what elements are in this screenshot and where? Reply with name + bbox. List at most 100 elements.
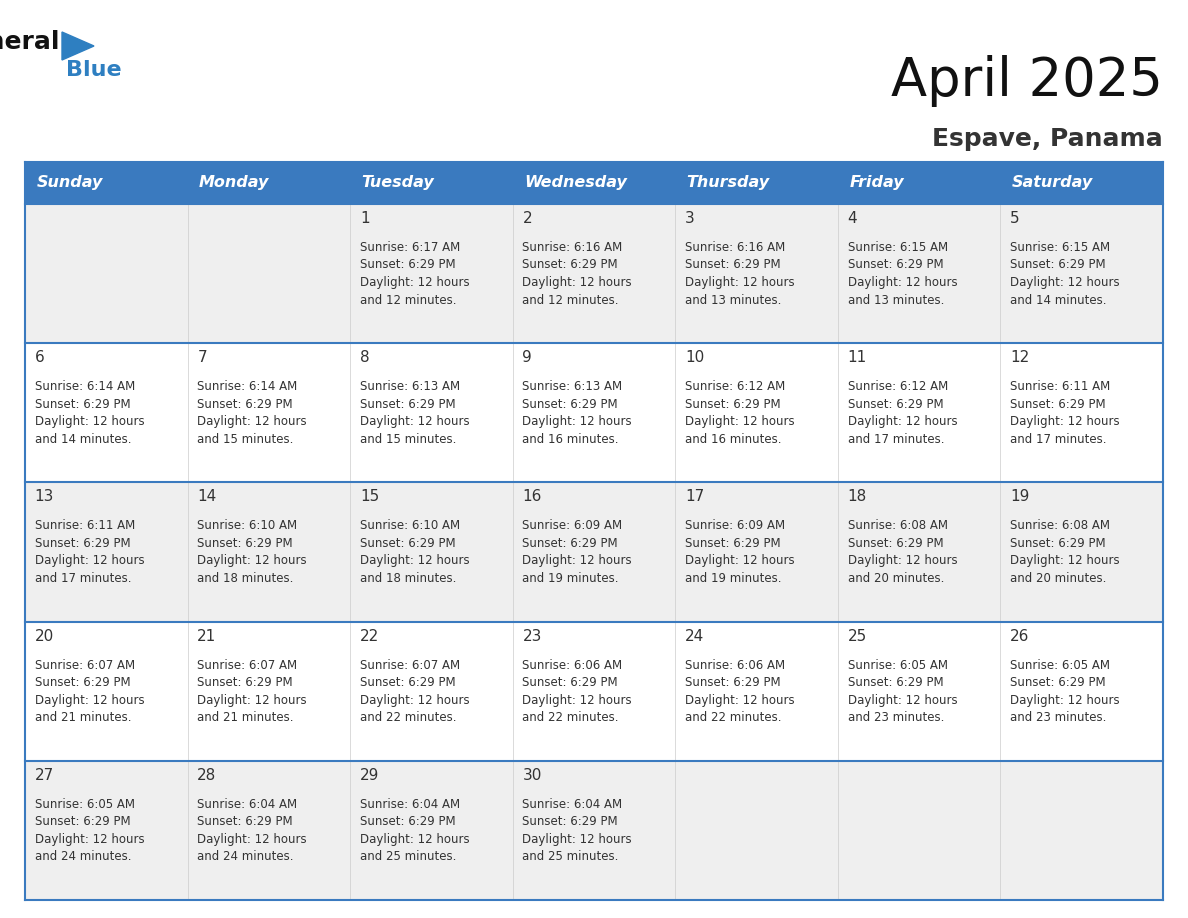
Text: and 22 minutes.: and 22 minutes. xyxy=(685,711,782,724)
Text: 12: 12 xyxy=(1010,350,1030,365)
Text: Daylight: 12 hours: Daylight: 12 hours xyxy=(523,554,632,567)
Bar xyxy=(513,343,675,482)
Text: and 24 minutes.: and 24 minutes. xyxy=(197,850,293,863)
Text: Sunrise: 6:11 AM: Sunrise: 6:11 AM xyxy=(34,520,135,532)
Text: Daylight: 12 hours: Daylight: 12 hours xyxy=(1010,694,1120,707)
Text: and 14 minutes.: and 14 minutes. xyxy=(34,432,131,446)
Bar xyxy=(513,162,675,204)
Bar xyxy=(350,621,513,761)
Text: 2: 2 xyxy=(523,211,532,226)
Bar xyxy=(188,482,350,621)
Bar xyxy=(1000,162,1163,204)
Text: Sunrise: 6:15 AM: Sunrise: 6:15 AM xyxy=(847,241,948,254)
Text: Daylight: 12 hours: Daylight: 12 hours xyxy=(197,554,307,567)
Text: and 25 minutes.: and 25 minutes. xyxy=(523,850,619,863)
Bar xyxy=(350,204,513,343)
Text: Sunrise: 6:10 AM: Sunrise: 6:10 AM xyxy=(197,520,297,532)
Text: Daylight: 12 hours: Daylight: 12 hours xyxy=(34,694,145,707)
Text: and 17 minutes.: and 17 minutes. xyxy=(847,432,944,446)
Text: Daylight: 12 hours: Daylight: 12 hours xyxy=(360,276,469,289)
Text: Sunrise: 6:07 AM: Sunrise: 6:07 AM xyxy=(34,658,135,672)
Text: Sunset: 6:29 PM: Sunset: 6:29 PM xyxy=(1010,259,1106,272)
Text: Daylight: 12 hours: Daylight: 12 hours xyxy=(360,415,469,428)
Text: Daylight: 12 hours: Daylight: 12 hours xyxy=(685,554,795,567)
Text: Daylight: 12 hours: Daylight: 12 hours xyxy=(34,554,145,567)
Text: Sunrise: 6:04 AM: Sunrise: 6:04 AM xyxy=(197,798,297,811)
Text: General: General xyxy=(0,30,61,54)
Text: Sunrise: 6:08 AM: Sunrise: 6:08 AM xyxy=(847,520,948,532)
Text: Daylight: 12 hours: Daylight: 12 hours xyxy=(523,276,632,289)
Text: 4: 4 xyxy=(847,211,858,226)
Text: 18: 18 xyxy=(847,489,867,504)
Bar xyxy=(188,761,350,900)
Text: Sunset: 6:29 PM: Sunset: 6:29 PM xyxy=(523,815,618,828)
Text: 17: 17 xyxy=(685,489,704,504)
Text: Daylight: 12 hours: Daylight: 12 hours xyxy=(1010,554,1120,567)
Text: Sunrise: 6:05 AM: Sunrise: 6:05 AM xyxy=(847,658,948,672)
Text: 30: 30 xyxy=(523,767,542,783)
Text: Sunrise: 6:06 AM: Sunrise: 6:06 AM xyxy=(685,658,785,672)
Text: Sunset: 6:29 PM: Sunset: 6:29 PM xyxy=(34,676,131,689)
Text: and 21 minutes.: and 21 minutes. xyxy=(34,711,131,724)
Text: 22: 22 xyxy=(360,629,379,644)
Text: 16: 16 xyxy=(523,489,542,504)
Text: Sunset: 6:29 PM: Sunset: 6:29 PM xyxy=(523,259,618,272)
Text: Daylight: 12 hours: Daylight: 12 hours xyxy=(523,415,632,428)
Text: Sunset: 6:29 PM: Sunset: 6:29 PM xyxy=(685,397,781,410)
Bar xyxy=(25,761,188,900)
Text: 10: 10 xyxy=(685,350,704,365)
Bar xyxy=(513,204,675,343)
Bar xyxy=(1000,621,1163,761)
Text: Sunrise: 6:13 AM: Sunrise: 6:13 AM xyxy=(360,380,460,393)
Text: and 25 minutes.: and 25 minutes. xyxy=(360,850,456,863)
Text: and 12 minutes.: and 12 minutes. xyxy=(360,294,456,307)
Text: and 16 minutes.: and 16 minutes. xyxy=(523,432,619,446)
Text: Sunset: 6:29 PM: Sunset: 6:29 PM xyxy=(847,259,943,272)
Text: and 15 minutes.: and 15 minutes. xyxy=(197,432,293,446)
Text: and 17 minutes.: and 17 minutes. xyxy=(1010,432,1107,446)
Text: Sunrise: 6:09 AM: Sunrise: 6:09 AM xyxy=(523,520,623,532)
Bar xyxy=(25,482,188,621)
Text: April 2025: April 2025 xyxy=(891,55,1163,107)
Bar xyxy=(513,761,675,900)
Text: Daylight: 12 hours: Daylight: 12 hours xyxy=(1010,276,1120,289)
Bar xyxy=(838,482,1000,621)
Text: Sunrise: 6:09 AM: Sunrise: 6:09 AM xyxy=(685,520,785,532)
Text: and 20 minutes.: and 20 minutes. xyxy=(1010,572,1106,585)
Text: Sunset: 6:29 PM: Sunset: 6:29 PM xyxy=(523,397,618,410)
Text: Monday: Monday xyxy=(198,175,270,191)
Text: Saturday: Saturday xyxy=(1012,175,1093,191)
Text: 20: 20 xyxy=(34,629,53,644)
Text: Sunset: 6:29 PM: Sunset: 6:29 PM xyxy=(847,537,943,550)
Text: 19: 19 xyxy=(1010,489,1030,504)
Text: Sunrise: 6:07 AM: Sunrise: 6:07 AM xyxy=(197,658,297,672)
Text: 13: 13 xyxy=(34,489,55,504)
Text: Daylight: 12 hours: Daylight: 12 hours xyxy=(685,694,795,707)
Text: and 19 minutes.: and 19 minutes. xyxy=(685,572,782,585)
Bar xyxy=(513,482,675,621)
Text: Espave, Panama: Espave, Panama xyxy=(933,127,1163,151)
Text: 21: 21 xyxy=(197,629,216,644)
Text: 26: 26 xyxy=(1010,629,1030,644)
Text: Sunrise: 6:12 AM: Sunrise: 6:12 AM xyxy=(685,380,785,393)
Text: Sunrise: 6:06 AM: Sunrise: 6:06 AM xyxy=(523,658,623,672)
Text: Daylight: 12 hours: Daylight: 12 hours xyxy=(197,694,307,707)
Bar xyxy=(513,621,675,761)
Text: Sunrise: 6:07 AM: Sunrise: 6:07 AM xyxy=(360,658,460,672)
Polygon shape xyxy=(62,32,94,60)
Text: Sunrise: 6:11 AM: Sunrise: 6:11 AM xyxy=(1010,380,1111,393)
Text: Wednesday: Wednesday xyxy=(524,175,627,191)
Text: Tuesday: Tuesday xyxy=(361,175,435,191)
Bar xyxy=(188,343,350,482)
Text: and 23 minutes.: and 23 minutes. xyxy=(1010,711,1106,724)
Text: Sunset: 6:29 PM: Sunset: 6:29 PM xyxy=(847,397,943,410)
Text: Sunrise: 6:15 AM: Sunrise: 6:15 AM xyxy=(1010,241,1111,254)
Text: Sunset: 6:29 PM: Sunset: 6:29 PM xyxy=(1010,537,1106,550)
Text: 25: 25 xyxy=(847,629,867,644)
Text: and 13 minutes.: and 13 minutes. xyxy=(847,294,944,307)
Text: Sunset: 6:29 PM: Sunset: 6:29 PM xyxy=(685,537,781,550)
Text: 1: 1 xyxy=(360,211,369,226)
Text: 7: 7 xyxy=(197,350,207,365)
Text: Daylight: 12 hours: Daylight: 12 hours xyxy=(847,415,958,428)
Text: and 22 minutes.: and 22 minutes. xyxy=(360,711,456,724)
